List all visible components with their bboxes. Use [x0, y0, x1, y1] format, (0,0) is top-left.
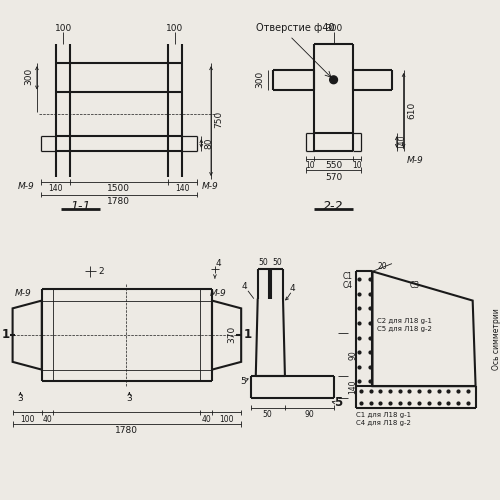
Text: 1780: 1780 [107, 197, 130, 206]
Text: 90: 90 [304, 410, 314, 419]
Circle shape [330, 76, 338, 84]
Text: С5 для Л18 g-2: С5 для Л18 g-2 [378, 326, 432, 332]
Text: 10: 10 [352, 161, 362, 170]
Text: С2 для Л18 g-1: С2 для Л18 g-1 [378, 318, 432, 324]
Text: М-9: М-9 [210, 290, 226, 298]
Text: 3: 3 [18, 394, 24, 404]
Text: 100: 100 [20, 414, 34, 424]
Text: М-9: М-9 [18, 182, 35, 192]
Text: 550: 550 [325, 161, 342, 170]
Text: 100: 100 [166, 24, 184, 32]
Text: М-9: М-9 [14, 290, 32, 298]
Text: 1-1: 1-1 [70, 200, 91, 212]
Text: С3: С3 [410, 282, 420, 290]
Text: С1: С1 [343, 272, 353, 281]
Text: 50: 50 [262, 410, 272, 419]
Text: 1: 1 [2, 328, 10, 341]
Text: 50: 50 [272, 258, 282, 267]
Text: 4: 4 [216, 259, 222, 268]
Text: М-9: М-9 [406, 156, 424, 165]
Text: 90: 90 [348, 350, 358, 360]
Text: 80: 80 [204, 138, 214, 149]
Text: 140: 140 [176, 184, 190, 193]
Text: 140: 140 [348, 380, 358, 394]
Text: 750: 750 [214, 111, 224, 128]
Text: С4: С4 [343, 280, 353, 289]
Text: Отверстие ф40: Отверстие ф40 [256, 23, 334, 33]
Text: 50: 50 [258, 258, 268, 267]
Text: 370: 370 [227, 326, 236, 343]
Text: 300: 300 [325, 24, 342, 32]
Text: 610: 610 [407, 102, 416, 118]
Text: 10: 10 [306, 161, 315, 170]
Text: 3: 3 [126, 394, 132, 404]
Text: 5: 5 [240, 377, 246, 386]
Text: 20: 20 [378, 262, 387, 271]
Text: 570: 570 [325, 172, 342, 182]
Text: 300: 300 [255, 71, 264, 88]
Text: 40: 40 [202, 414, 211, 424]
Text: С1 для Л18 g-1: С1 для Л18 g-1 [356, 412, 411, 418]
Text: Ось симметрии: Ось симметрии [492, 308, 500, 370]
Text: 2: 2 [98, 267, 104, 276]
Text: 5: 5 [334, 396, 342, 409]
Text: 1780: 1780 [115, 426, 138, 436]
Text: 300: 300 [24, 68, 34, 86]
Text: 40: 40 [42, 414, 52, 424]
Text: 140: 140 [397, 135, 406, 150]
Text: 2-2: 2-2 [324, 200, 344, 212]
Text: 4: 4 [242, 282, 247, 292]
Text: 1: 1 [244, 328, 252, 341]
Text: М-9: М-9 [202, 182, 218, 192]
Text: С4 для Л18 g-2: С4 для Л18 g-2 [356, 420, 411, 426]
Text: 1500: 1500 [107, 184, 130, 193]
Text: 100: 100 [220, 414, 234, 424]
Text: 140: 140 [48, 184, 62, 193]
Text: 4: 4 [290, 284, 296, 294]
Text: 100: 100 [54, 24, 72, 32]
